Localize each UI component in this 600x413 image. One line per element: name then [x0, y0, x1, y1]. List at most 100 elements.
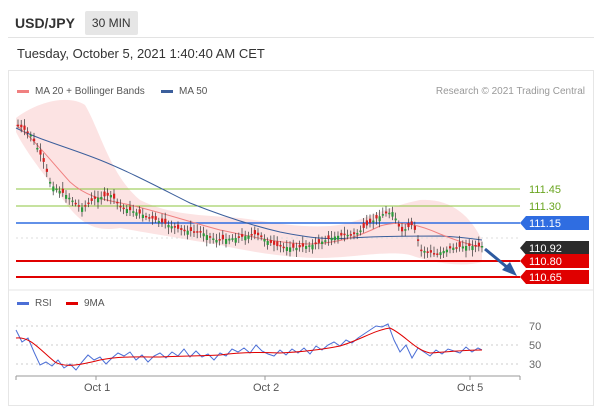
candle-body — [452, 247, 455, 250]
candle-body — [305, 246, 308, 249]
candle-body — [385, 211, 388, 214]
candle-body — [471, 246, 474, 251]
candle-body — [276, 241, 279, 247]
candle-body — [157, 221, 160, 223]
price-level-labels: 111.45 111.30 111.15 110.92 110.80 110.6… — [520, 184, 589, 284]
candle-body — [161, 218, 164, 223]
candle-body — [58, 190, 61, 194]
candle-body — [100, 196, 103, 200]
candle-body — [65, 195, 68, 199]
candle-body — [141, 214, 144, 219]
candle-body — [289, 247, 292, 252]
level-tag-110-92 — [520, 241, 589, 255]
candle-body — [125, 209, 128, 213]
chart-header: USD/JPY 30 MIN — [8, 10, 138, 36]
candle-body — [244, 236, 247, 241]
candle-body — [455, 247, 458, 249]
timeframe-badge[interactable]: 30 MIN — [84, 11, 138, 35]
candle-body — [93, 196, 96, 199]
level-label-111-45: 111.45 — [529, 184, 561, 196]
candle-body — [39, 150, 42, 155]
candle-body — [132, 211, 135, 213]
candle-body — [461, 246, 464, 249]
candle-body — [337, 235, 340, 240]
candle-body — [77, 205, 80, 207]
candle-body — [356, 233, 359, 235]
candle-body — [468, 243, 471, 246]
candle-body — [228, 238, 231, 241]
candle-body — [465, 246, 468, 251]
level-tag-111-15 — [520, 216, 589, 230]
rsi-label: RSI — [35, 298, 52, 309]
ma20-label: MA 20 + Bollinger Bands — [35, 86, 145, 97]
candle-body — [253, 230, 256, 235]
candle-body — [282, 246, 285, 249]
candle-body — [314, 242, 317, 245]
candle-body — [122, 207, 125, 210]
candle-body — [420, 249, 423, 252]
candle-body — [388, 212, 391, 215]
level-label-111-30: 111.30 — [529, 201, 561, 213]
candle-body — [273, 241, 276, 245]
candle-body — [209, 236, 212, 238]
candle-body — [97, 197, 100, 203]
candle-body — [257, 232, 260, 236]
copyright-text: Research © 2021 Trading Central — [435, 86, 585, 97]
candle-body — [426, 251, 429, 253]
candle-body — [481, 246, 484, 248]
candle-body — [378, 216, 381, 222]
candle-body — [221, 234, 224, 240]
x-label-oct1: Oct 1 — [84, 382, 110, 394]
candle-body — [103, 191, 106, 197]
rsi-swatch — [17, 302, 29, 305]
candle-body — [449, 246, 452, 249]
candle-body — [343, 233, 346, 236]
legend-ma20: MA 20 + Bollinger Bands — [17, 86, 145, 97]
candle-body — [365, 220, 368, 226]
level-label-110-80: 110.80 — [529, 256, 562, 268]
legend-9ma: 9MA — [66, 298, 105, 309]
candle-body — [116, 201, 119, 204]
candle-body — [167, 224, 170, 228]
candle-body — [42, 158, 45, 162]
candle-body — [292, 243, 295, 248]
candle-body — [298, 245, 301, 248]
candle-body — [68, 197, 71, 200]
forecast-arrow — [484, 247, 517, 276]
candle-body — [90, 198, 93, 201]
candle-body — [330, 237, 333, 241]
candle-body — [186, 230, 189, 235]
candle-body — [375, 215, 378, 219]
candle-body — [205, 235, 208, 240]
candle-body — [311, 244, 314, 250]
x-label-oct5: Oct 5 — [457, 382, 483, 394]
datetime-label: Tuesday, October 5, 2021 1:40:40 AM CET — [17, 46, 265, 61]
rsi-grid — [16, 325, 520, 365]
candle-body — [279, 244, 282, 247]
candle-body — [170, 226, 173, 229]
candle-body — [433, 253, 436, 255]
candle-body — [359, 230, 362, 233]
candle-body — [260, 235, 263, 238]
ma50-line — [15, 127, 483, 241]
candle-body — [269, 240, 272, 243]
candle-body — [218, 239, 221, 241]
candle-body — [17, 124, 20, 127]
candle-body — [423, 250, 426, 253]
rsi-level-70: 70 — [529, 321, 541, 333]
candle-body — [81, 207, 84, 212]
level-tag-110-65 — [520, 270, 589, 284]
candle-body — [394, 218, 397, 221]
candle-body — [458, 242, 461, 247]
candle-body — [164, 218, 167, 224]
candle-body — [324, 240, 327, 242]
ma9-swatch — [66, 302, 78, 305]
header-divider — [8, 37, 594, 38]
candle-body — [154, 216, 157, 220]
candle-body — [138, 209, 141, 214]
ma9-rsi-line — [15, 327, 483, 366]
candle-body — [349, 234, 352, 236]
candle-body — [189, 227, 192, 231]
candle-body — [317, 239, 320, 243]
